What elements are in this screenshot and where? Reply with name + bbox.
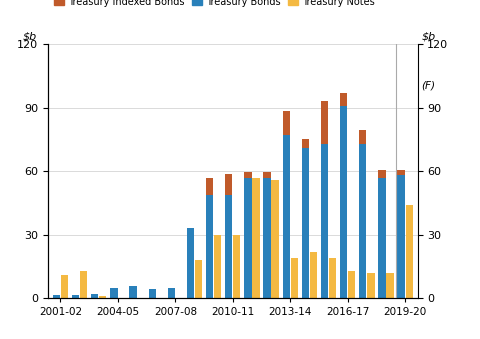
Bar xyxy=(283,135,290,298)
Bar xyxy=(187,228,194,298)
Bar xyxy=(148,289,156,298)
Bar xyxy=(206,195,213,298)
Bar xyxy=(367,273,374,298)
Bar xyxy=(206,178,213,195)
Legend: Treasury Indexed Bonds, Treasury Bonds, Treasury Notes: Treasury Indexed Bonds, Treasury Bonds, … xyxy=(50,0,378,11)
Text: $b: $b xyxy=(22,32,36,41)
Bar xyxy=(397,170,405,176)
Bar xyxy=(310,252,317,298)
Bar xyxy=(264,178,271,298)
Bar xyxy=(359,144,366,298)
Bar xyxy=(61,275,68,298)
Bar xyxy=(321,101,328,144)
Bar xyxy=(244,172,252,178)
Bar xyxy=(272,180,279,298)
Bar xyxy=(53,295,60,298)
Bar xyxy=(80,271,87,298)
Bar xyxy=(225,195,232,298)
Bar xyxy=(252,178,260,298)
Bar xyxy=(378,178,385,298)
Bar xyxy=(195,260,202,298)
Bar xyxy=(340,93,348,105)
Bar xyxy=(214,235,221,298)
Bar xyxy=(340,105,348,298)
Bar xyxy=(283,111,290,135)
Bar xyxy=(348,271,355,298)
Bar xyxy=(130,285,137,298)
Bar xyxy=(72,295,79,298)
Bar xyxy=(99,296,107,298)
Bar xyxy=(321,144,328,298)
Bar xyxy=(168,288,175,298)
Text: (F): (F) xyxy=(421,81,435,91)
Bar xyxy=(406,205,413,298)
Bar xyxy=(225,174,232,195)
Bar xyxy=(359,130,366,144)
Bar xyxy=(302,139,309,148)
Bar xyxy=(244,178,252,298)
Bar xyxy=(290,258,298,298)
Bar xyxy=(386,273,394,298)
Bar xyxy=(302,148,309,298)
Bar xyxy=(397,176,405,298)
Bar xyxy=(329,258,336,298)
Bar xyxy=(233,235,240,298)
Bar xyxy=(110,288,118,298)
Bar xyxy=(91,294,98,298)
Bar xyxy=(378,170,385,178)
Text: $b: $b xyxy=(421,32,435,41)
Bar xyxy=(264,172,271,178)
